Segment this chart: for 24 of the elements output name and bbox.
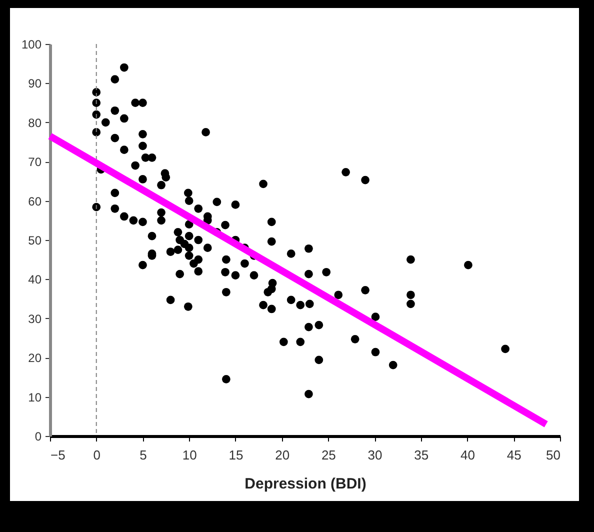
x-tick-label: 35 [414, 448, 429, 462]
x-tick-label: 0 [93, 448, 100, 462]
y-tick-label: 80 [28, 116, 42, 130]
x-tick-label: 30 [368, 448, 382, 462]
x-tick-label: 10 [182, 448, 197, 462]
y-tick-label: 20 [28, 351, 42, 366]
y-tick-label: 40 [28, 272, 42, 287]
y-tick-label: 0 [34, 430, 42, 444]
x-tick-label: 25 [321, 448, 336, 462]
x-tick-label: 45 [506, 448, 522, 462]
y-tick-label: 50 [28, 234, 42, 248]
x-axis-title: Depression (BDI) [244, 476, 366, 492]
x-tick-label: 15 [228, 448, 244, 462]
x-tick-label: 20 [275, 448, 290, 462]
y-tick-label: 70 [28, 155, 42, 170]
x-tick-label: 40 [460, 448, 476, 462]
x-tick-label: −5 [50, 448, 66, 462]
y-tick-label: 60 [28, 194, 42, 208]
y-tick-label: 30 [28, 312, 42, 326]
y-tick-label: 100 [21, 38, 42, 52]
y-tick-label: 10 [28, 390, 42, 404]
y-tick-label: 90 [28, 76, 42, 91]
x-tick-label: 5 [140, 448, 147, 462]
x-tick-label: 50 [546, 448, 560, 462]
